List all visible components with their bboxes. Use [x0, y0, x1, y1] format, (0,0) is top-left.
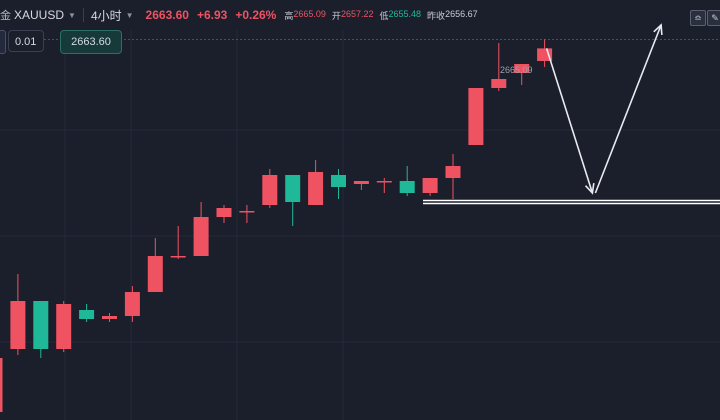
candle-body [491, 79, 507, 88]
candle-body [216, 208, 232, 217]
prev-close-value: 2656.67 [445, 8, 478, 19]
candle-body [422, 178, 438, 193]
symbol-selector[interactable]: 金 XAUUSD ▼ [0, 7, 76, 23]
high-label: 高 [284, 10, 294, 21]
candle-body [33, 301, 49, 349]
chevron-down-icon: ▼ [68, 10, 76, 20]
high-marker-label: 2665.09 [500, 65, 533, 75]
candle-body [399, 181, 415, 193]
settings-icon[interactable]: ✎ [707, 10, 720, 26]
prev-close-label: 昨收 [427, 10, 446, 21]
candle-body [308, 172, 324, 205]
open-value: 2657.22 [340, 8, 374, 19]
timeframe-selector[interactable]: 4小时 [90, 8, 122, 23]
candle-body [193, 217, 209, 256]
candle-body [0, 358, 3, 412]
projection-arrow-down-head [584, 182, 595, 195]
indicator-icon[interactable]: ≏ [690, 10, 706, 26]
candle-body [79, 310, 95, 319]
symbol-name: XAUUSD [14, 8, 65, 22]
lot-decrease-button[interactable] [0, 30, 6, 54]
projection-arrow-up [594, 24, 662, 194]
low-label: 低 [379, 10, 389, 21]
candle-body [445, 166, 461, 178]
high-value: 2665.09 [293, 8, 326, 19]
price-button[interactable]: 2663.60 [60, 30, 122, 54]
divider [82, 8, 84, 22]
candle-body [262, 175, 278, 205]
candle-body [56, 304, 72, 349]
projection-arrow-down [545, 48, 594, 194]
price-change: +6.93 [196, 8, 228, 22]
gold-icon: 金 [0, 10, 11, 22]
candle-body [239, 211, 255, 213]
candle-body [170, 256, 186, 258]
candle-body [124, 292, 140, 316]
candle-body [331, 175, 346, 187]
ohlc-readout: 高 2665.09 开 2657.22 低 2655.48 昨收 2656.67 [284, 9, 483, 22]
low-value: 2655.48 [388, 8, 422, 19]
candle-body [102, 316, 117, 319]
candle-body [10, 301, 26, 349]
price-change-pct: +0.26% [235, 8, 277, 22]
open-label: 开 [331, 10, 341, 21]
candle-body [468, 88, 484, 145]
lot-size-input[interactable]: 0.01 [8, 30, 44, 52]
projection-arrow-up-head [653, 23, 663, 36]
chevron-down-icon[interactable]: ▼ [125, 10, 134, 20]
candle-body [147, 256, 163, 292]
candle-body [285, 175, 301, 202]
candle-body [353, 181, 369, 184]
chart-header: 金 XAUUSD ▼ 4小时 ▼ 2663.60 +6.93 +0.26% 高 … [0, 0, 720, 30]
last-price: 2663.60 [145, 8, 189, 22]
candle-body [514, 64, 530, 73]
candle-body [376, 181, 392, 183]
